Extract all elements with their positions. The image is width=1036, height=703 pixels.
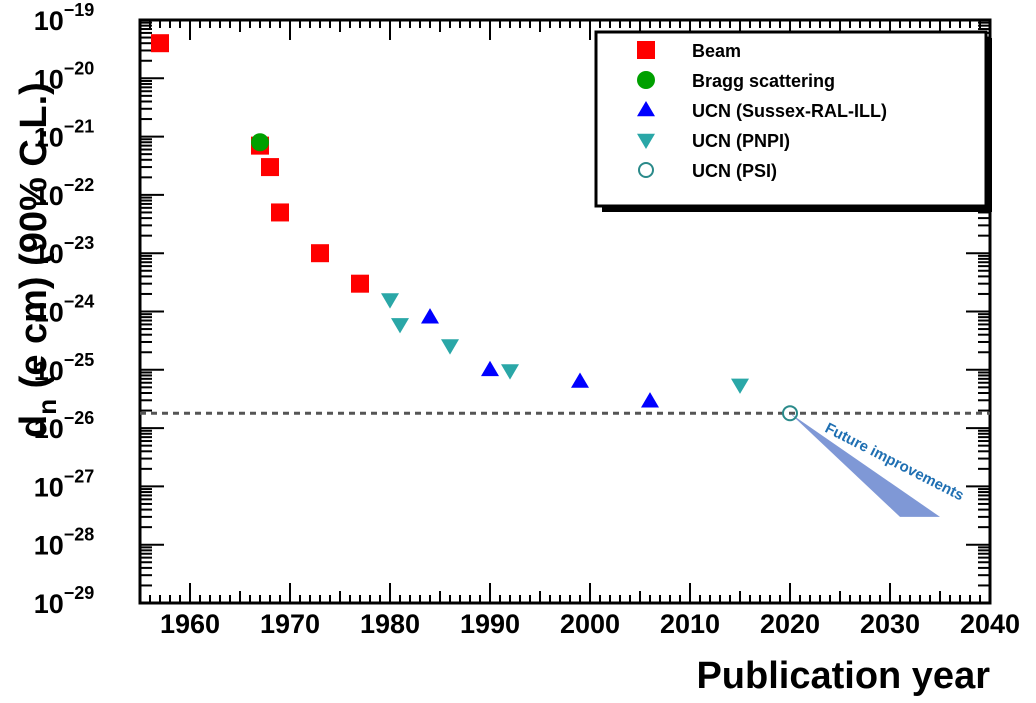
data-point — [641, 392, 659, 408]
legend-marker — [638, 162, 654, 178]
legend-marker — [637, 41, 655, 59]
data-point — [351, 274, 369, 293]
data-point — [251, 133, 269, 152]
data-point — [311, 244, 329, 263]
data-point — [421, 308, 439, 324]
x-tick-label: 2000 — [560, 609, 620, 639]
data-point — [261, 158, 279, 177]
y-tick-exponent: −22 — [64, 175, 95, 195]
data-point — [441, 339, 459, 355]
legend-label: UCN (Sussex-RAL-ILL) — [692, 101, 887, 121]
x-tick-label: 1960 — [160, 609, 220, 639]
x-tick-label: 2020 — [760, 609, 820, 639]
y-tick-label: 10−29 — [34, 583, 95, 619]
y-tick-exponent: −23 — [64, 233, 95, 253]
legend-label: Bragg scattering — [692, 71, 835, 91]
data-point — [731, 378, 749, 394]
legend-label: UCN (PSI) — [692, 161, 777, 181]
y-tick-exponent: −27 — [64, 466, 95, 486]
y-tick-exponent: −24 — [64, 292, 95, 312]
y-tick-exponent: −26 — [64, 408, 95, 428]
x-tick-label: 2010 — [660, 609, 720, 639]
x-tick-label: 2040 — [960, 609, 1020, 639]
data-point — [391, 318, 409, 334]
data-point — [501, 364, 519, 380]
x-tick-label: 1980 — [360, 609, 420, 639]
legend-marker — [637, 71, 655, 89]
data-point — [481, 360, 499, 377]
legend-marker — [637, 133, 655, 149]
y-axis-title: dn (e cm) (90% C.L.) — [13, 82, 62, 438]
y-tick-exponent: −29 — [64, 583, 95, 603]
x-tick-label: 2030 — [860, 609, 920, 639]
y-tick-label: 10−19 — [34, 0, 95, 36]
y-tick-exponent: −21 — [64, 117, 95, 137]
y-tick-exponent: −19 — [64, 0, 95, 20]
y-axis-title-subscript: n — [32, 399, 62, 415]
y-axis-title-rest: (e cm) (90% C.L.) — [13, 82, 55, 399]
x-tick-label: 1970 — [260, 609, 320, 639]
y-tick-exponent: −20 — [64, 58, 95, 78]
data-point — [271, 203, 289, 222]
legend-label: UCN (PNPI) — [692, 131, 790, 151]
y-tick-exponent: −25 — [64, 350, 95, 370]
y-tick-label: 10−28 — [34, 525, 95, 561]
y-tick-exponent: −28 — [64, 525, 95, 545]
data-point — [151, 34, 169, 53]
y-tick-label: 10−27 — [34, 466, 95, 502]
data-point — [782, 405, 798, 422]
future-improvements-wedge — [790, 413, 940, 517]
legend-box — [594, 30, 988, 208]
legend-label: Beam — [692, 41, 741, 61]
data-point — [381, 293, 399, 309]
x-tick-label: 1990 — [460, 609, 520, 639]
data-point — [571, 372, 589, 388]
x-axis-title: Publication year — [696, 655, 990, 697]
legend-marker — [637, 101, 655, 117]
